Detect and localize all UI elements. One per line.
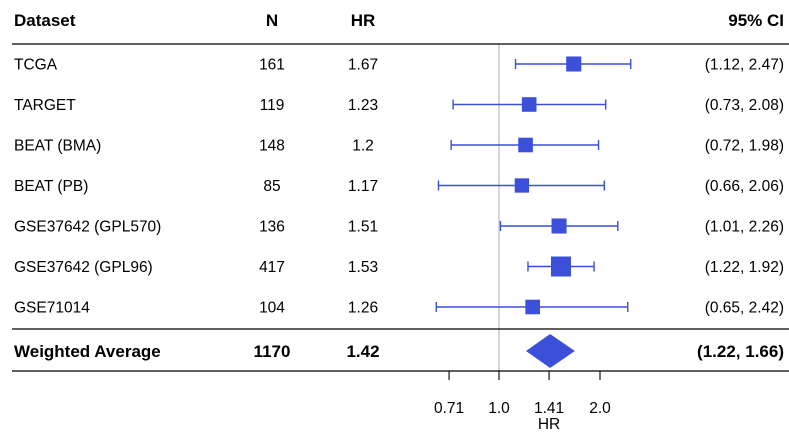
x-axis-label: HR <box>538 416 560 432</box>
tick-label: 0.71 <box>434 400 464 417</box>
row-dataset: GSE37642 (GPL96) <box>14 259 153 276</box>
row-dataset: BEAT (PB) <box>14 178 88 195</box>
row-n: 85 <box>263 178 280 195</box>
row-ci: (1.22, 1.92) <box>705 259 784 276</box>
row-hr: 1.2 <box>352 138 374 155</box>
row-n: 148 <box>259 138 285 155</box>
row-dataset: TARGET <box>14 97 76 114</box>
row-n: 136 <box>259 219 285 236</box>
summary-hr: 1.42 <box>346 342 379 361</box>
tick-label: 1.41 <box>534 400 564 417</box>
summary-dataset: Weighted Average <box>14 342 161 361</box>
tick-label: 1.0 <box>488 400 510 417</box>
row-ci: (0.66, 2.06) <box>705 178 784 195</box>
row-dataset: BEAT (BMA) <box>14 138 101 155</box>
row-n: 161 <box>259 57 285 74</box>
row-n: 119 <box>260 97 285 114</box>
row-hr: 1.23 <box>348 97 378 114</box>
hr-point <box>514 178 530 193</box>
summary-diamond <box>525 334 575 368</box>
header-dataset: Dataset <box>14 11 76 30</box>
hr-point <box>518 137 533 153</box>
row-ci: (0.73, 2.08) <box>705 97 784 114</box>
row-n: 104 <box>259 300 285 317</box>
row-hr: 1.53 <box>348 259 378 276</box>
summary-ci: (1.22, 1.66) <box>697 342 784 361</box>
hr-point <box>525 299 540 315</box>
row-hr: 1.67 <box>348 57 378 74</box>
header-hr: HR <box>351 11 376 30</box>
row-hr: 1.51 <box>348 219 378 236</box>
row-dataset: TCGA <box>14 57 58 74</box>
row-hr: 1.26 <box>348 300 378 317</box>
summary-n: 1170 <box>254 342 291 361</box>
row-ci: (1.01, 2.26) <box>705 219 784 236</box>
row-ci: (0.65, 2.42) <box>705 300 784 317</box>
row-hr: 1.17 <box>348 178 378 195</box>
hr-point <box>566 56 582 72</box>
hr-point <box>521 97 537 112</box>
row-ci: (0.72, 1.98) <box>705 138 784 155</box>
header-n: N <box>266 11 278 30</box>
tick-label: 2.0 <box>589 400 611 417</box>
row-dataset: GSE37642 (GPL570) <box>14 219 161 236</box>
hr-point <box>551 218 567 234</box>
row-dataset: GSE71014 <box>14 300 90 317</box>
row-n: 417 <box>259 259 285 276</box>
header-ci: 95% CI <box>728 11 784 30</box>
row-ci: (1.12, 2.47) <box>705 57 784 74</box>
hr-point <box>550 256 571 277</box>
